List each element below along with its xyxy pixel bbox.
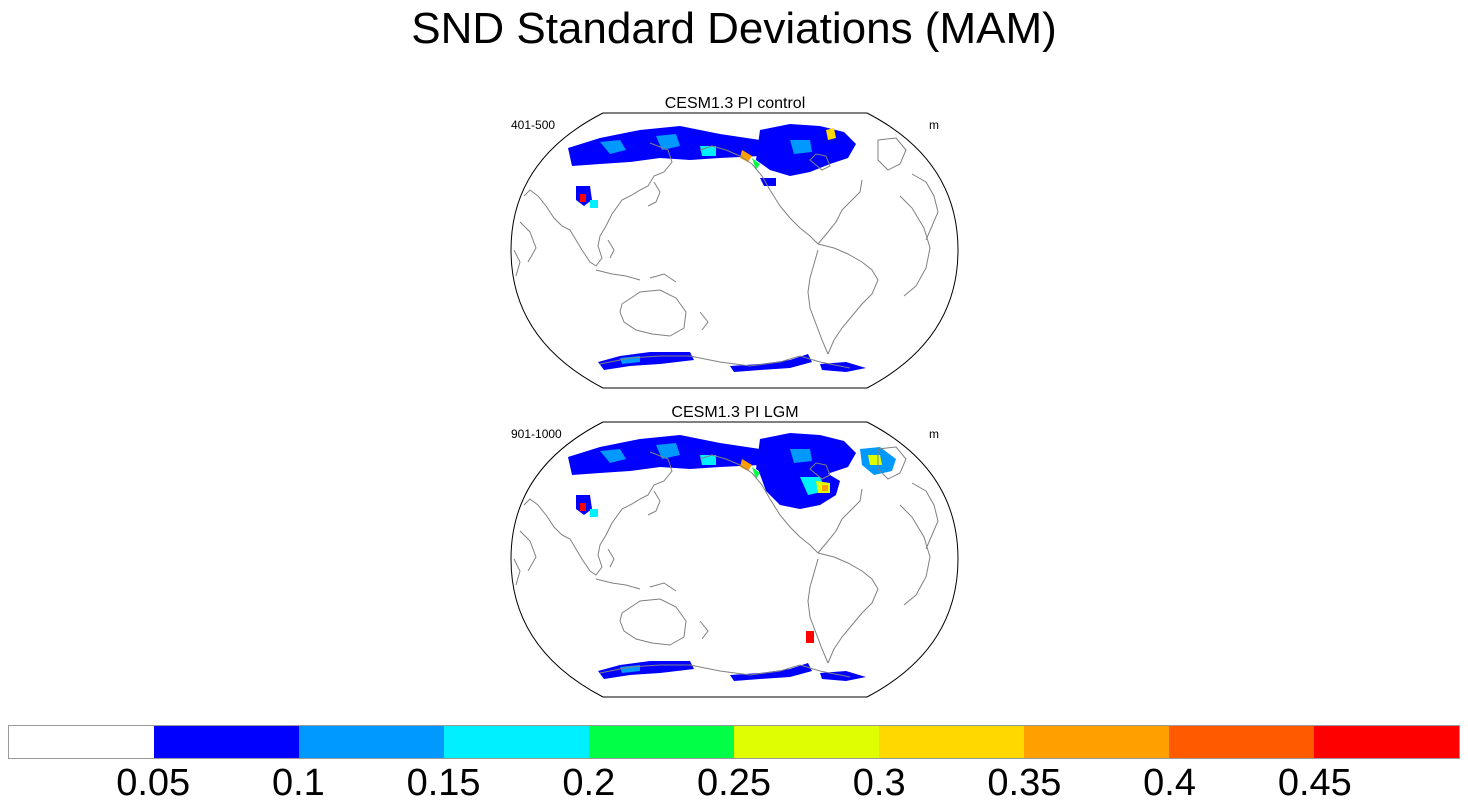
panel-1-years-label: 401-500 xyxy=(511,118,556,132)
colorbar-tick-label: 0.1 xyxy=(271,762,325,804)
colorbar-swatch xyxy=(1314,726,1459,758)
colorbar-tick-label: 0.35 xyxy=(987,762,1062,804)
colorbar-swatch xyxy=(444,726,589,758)
colorbar-swatch xyxy=(879,726,1024,758)
panel-1-units-label: m xyxy=(929,118,939,132)
panel-2-title: CESM1.3 PI LGM xyxy=(671,404,799,421)
colorbar-tick-label: 0.3 xyxy=(852,762,906,804)
colorbar xyxy=(8,725,1460,759)
map-figure xyxy=(510,112,959,698)
colorbar-tick-label: 0.25 xyxy=(697,762,771,804)
colorbar-tick-label: 0.45 xyxy=(1277,762,1352,804)
colorbar-swatch xyxy=(734,726,879,758)
figure-title: SND Standard Deviations (MAM) xyxy=(411,4,1057,53)
panel-1-map-border xyxy=(510,112,959,389)
panel-1-title: CESM1.3 PI control xyxy=(664,95,806,112)
colorbar-tick-label: 0.4 xyxy=(1143,762,1196,804)
panel-1-map xyxy=(510,112,959,389)
colorbar-swatch xyxy=(1169,726,1314,758)
colorbar-tick-label: 0.05 xyxy=(116,762,191,804)
colorbar-swatch xyxy=(299,726,444,758)
colorbar-tick-label: 0.2 xyxy=(562,762,616,804)
colorbar-tick-label: 0.15 xyxy=(406,762,481,804)
colorbar-swatch xyxy=(154,726,299,758)
colorbar-swatch xyxy=(1024,726,1169,758)
colorbar-swatch xyxy=(589,726,734,758)
panel-2-map-border xyxy=(510,421,959,698)
panel-2-map xyxy=(510,421,959,698)
colorbar-swatch xyxy=(9,726,154,758)
panel-2-years-label: 901-1000 xyxy=(511,427,562,441)
panel-2-units-label: m xyxy=(929,427,939,441)
